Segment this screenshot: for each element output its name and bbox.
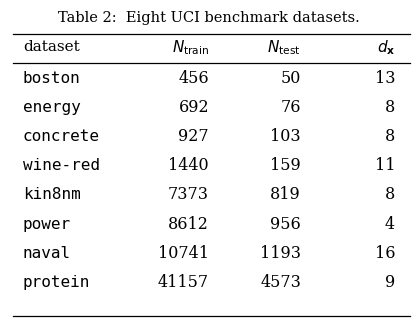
Text: 8: 8 (385, 186, 395, 203)
Text: 819: 819 (270, 186, 301, 203)
Text: 8612: 8612 (168, 215, 209, 233)
Text: protein: protein (23, 275, 90, 290)
Text: boston: boston (23, 71, 81, 86)
Text: 8: 8 (385, 128, 395, 145)
Text: 692: 692 (178, 99, 209, 116)
Text: 7373: 7373 (168, 186, 209, 203)
Text: power: power (23, 216, 71, 232)
Text: 1193: 1193 (260, 245, 301, 262)
Text: $N_{\mathrm{test}}$: $N_{\mathrm{test}}$ (267, 38, 301, 57)
Text: 16: 16 (375, 245, 395, 262)
Text: 13: 13 (375, 70, 395, 87)
Text: 8: 8 (385, 99, 395, 116)
Text: 927: 927 (178, 128, 209, 145)
Text: dataset: dataset (23, 40, 80, 54)
Text: $d_{\mathbf{x}}$: $d_{\mathbf{x}}$ (377, 38, 395, 57)
Text: 956: 956 (270, 215, 301, 233)
Text: 159: 159 (270, 157, 301, 174)
Text: 9: 9 (385, 274, 395, 291)
Text: 103: 103 (270, 128, 301, 145)
Text: 10741: 10741 (158, 245, 209, 262)
Text: 76: 76 (280, 99, 301, 116)
Text: 4573: 4573 (260, 274, 301, 291)
Text: Table 2:  Eight UCI benchmark datasets.: Table 2: Eight UCI benchmark datasets. (58, 11, 360, 25)
Text: naval: naval (23, 246, 71, 261)
Text: kin8nm: kin8nm (23, 187, 81, 202)
Text: concrete: concrete (23, 129, 100, 144)
Text: 4: 4 (385, 215, 395, 233)
Text: 11: 11 (375, 157, 395, 174)
Text: energy: energy (23, 100, 81, 115)
Text: 456: 456 (178, 70, 209, 87)
Text: 1440: 1440 (168, 157, 209, 174)
Text: 50: 50 (280, 70, 301, 87)
Text: wine-red: wine-red (23, 158, 100, 173)
Text: 41157: 41157 (158, 274, 209, 291)
Text: $N_{\mathrm{train}}$: $N_{\mathrm{train}}$ (172, 38, 209, 57)
